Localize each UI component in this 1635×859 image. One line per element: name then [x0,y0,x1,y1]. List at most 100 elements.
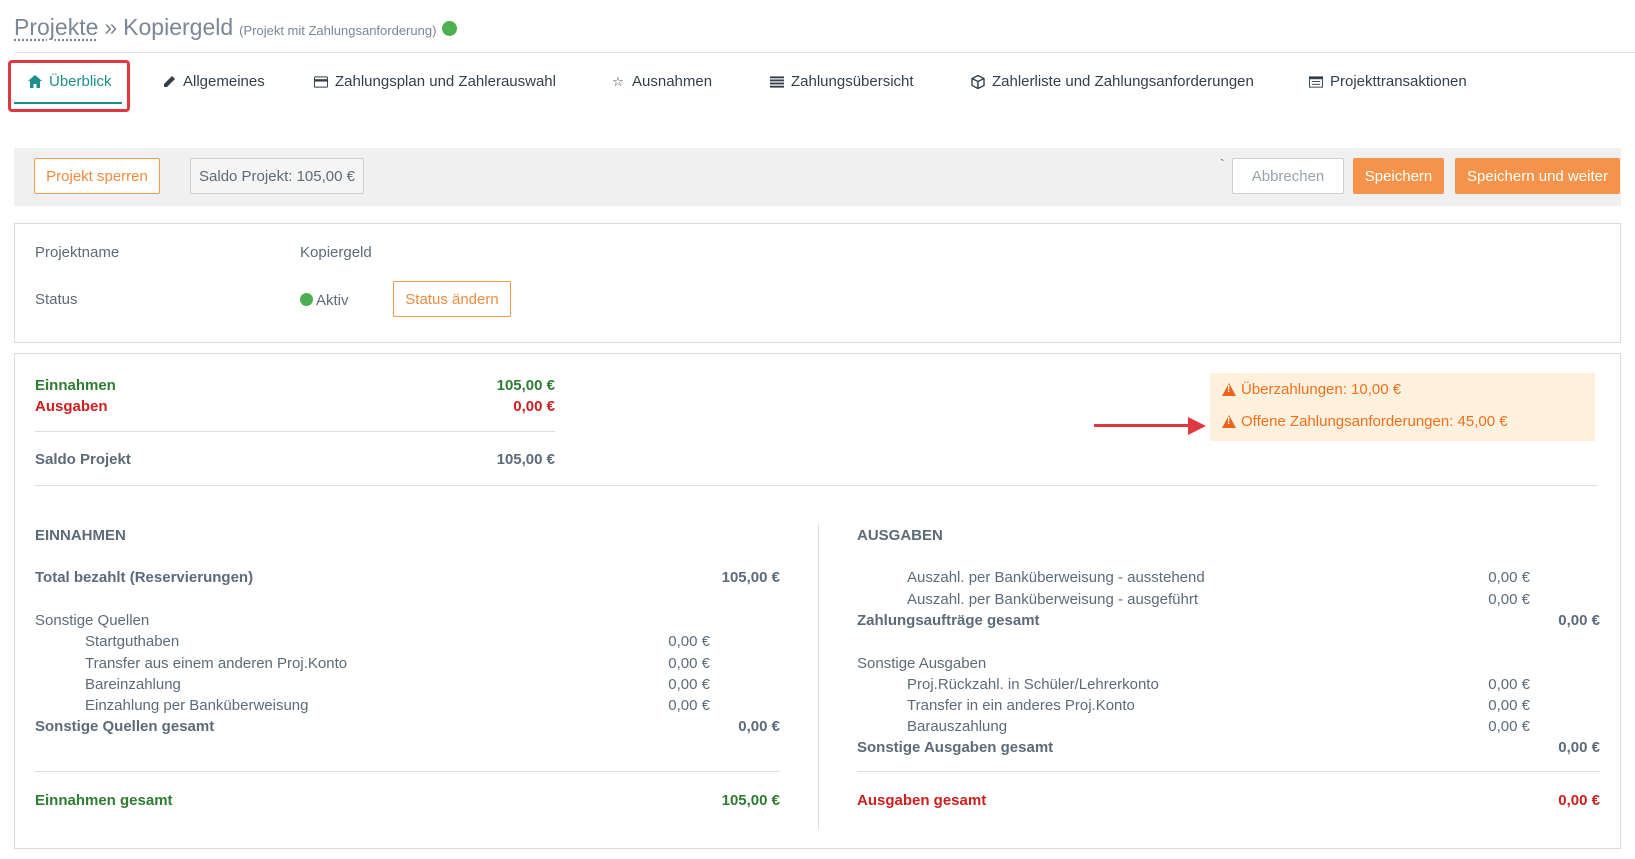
tab-payment-plan[interactable]: Zahlungsplan und Zahlerauswahl [314,73,556,90]
tab-overview-label: Überblick [49,73,112,90]
star-icon: ☆ [612,73,624,89]
change-status-button[interactable]: Status ändern [393,281,511,317]
tab-transactions-label: Projekttransaktionen [1330,73,1467,90]
column-divider [818,524,819,829]
pencil-icon [162,75,176,89]
open-requests-text: Offene Zahlungsanforderungen: 45,00 € [1241,413,1508,430]
stray-backtick: ` [1220,156,1225,172]
open-requests-warning: Offene Zahlungsanforderungen: 45,00 € [1222,413,1508,430]
warning-icon [1222,383,1236,396]
project-name-value: Kopiergeld [300,244,372,261]
section-divider [35,485,1597,486]
list-item: Transfer aus einem anderen Proj.Konto [85,655,348,672]
income-grand-total-label: Einnahmen gesamt [35,792,173,809]
project-type: (Projekt mit Zahlungsanforderung) [239,23,437,38]
breadcrumb: Projekte» Kopiergeld (Projekt mit Zahlungs… [14,14,458,41]
total-paid-label: Total bezahlt (Reservierungen) [35,569,254,586]
other-expenses-total-value: 0,00 € [1558,739,1600,756]
save-button[interactable]: Speichern [1353,158,1444,194]
list-item: Proj.Rückzahl. in Schüler/Lehrerkonto [907,676,1159,693]
status-label: Status [35,291,78,308]
list-item: Auszahl. per Banküberweisung - ausstehen… [907,569,1205,586]
warning-alert: Überzahlungen: 10,00 € Offene Zahlungsan… [1210,373,1595,441]
tab-payment-overview[interactable]: Zahlungsübersicht [770,73,914,90]
warning-icon [1222,415,1236,428]
table-icon [1309,75,1323,89]
tab-payer-list-label: Zahlerliste und Zahlungsanforderungen [992,73,1254,90]
tab-overview[interactable]: Überblick [28,73,112,90]
breadcrumb-separator: » [104,14,118,40]
list-icon [770,75,784,89]
balance-summary-value: 105,00 € [496,451,555,468]
expense-total-divider [857,771,1600,772]
list-item-value: 0,00 € [668,633,710,650]
other-expenses-total-label: Sonstige Ausgaben gesamt [857,739,1054,756]
tab-payment-overview-label: Zahlungsübersicht [791,73,914,90]
list-item-value: 0,00 € [1488,569,1530,586]
summary-divider [35,431,555,432]
page-title: Kopiergeld [123,14,234,40]
other-sources-total-label: Sonstige Quellen gesamt [35,718,215,735]
status-dot-icon [442,21,458,36]
list-item-value: 0,00 € [668,697,710,714]
list-item-value: 0,00 € [1488,676,1530,693]
home-icon [28,75,42,89]
list-item: Bareinzahlung [85,676,181,693]
payment-orders-total-value: 0,00 € [1558,612,1600,629]
list-item-value: 0,00 € [1488,591,1530,608]
tab-bar: Überblick Allgemeines Zahlungsplan und Z… [0,60,1635,110]
total-paid-value: 105,00 € [721,569,780,586]
other-expenses-label: Sonstige Ausgaben [857,655,987,672]
list-item-value: 0,00 € [668,655,710,672]
cancel-button[interactable]: Abbrechen [1232,158,1344,194]
active-tab-indicator [14,102,122,104]
expense-grand-total-label: Ausgaben gesamt [857,792,987,809]
tab-general-label: Allgemeines [183,73,265,90]
income-total-divider [35,771,780,772]
credit-card-icon [314,75,328,89]
other-sources-total-value: 0,00 € [738,718,780,735]
income-heading: EINNAHMEN [35,527,126,544]
tab-transactions[interactable]: Projekttransaktionen [1309,73,1467,90]
annotation-arrow-shaft [1094,424,1194,427]
active-status-icon [300,293,313,306]
breadcrumb-projects-link[interactable]: Projekte [14,14,99,40]
tab-exceptions[interactable]: ☆ Ausnahmen [611,73,712,90]
balance-badge: Saldo Projekt: 105,00 € [190,158,364,194]
project-info-panel: Projektname Kopiergeld Status Aktiv Stat… [14,223,1621,343]
lock-project-button[interactable]: Projekt sperren [34,158,160,194]
cube-icon [971,74,985,89]
payment-orders-total-label: Zahlungsaufträge gesamt [857,612,1040,629]
list-item-value: 0,00 € [668,676,710,693]
list-item: Auszahl. per Banküberweisung - ausgeführ… [907,591,1199,608]
list-item: Startguthaben [85,633,180,650]
list-item-value: 0,00 € [1488,718,1530,735]
income-summary-value: 105,00 € [496,377,555,394]
status-value-text: Aktiv [316,292,349,309]
expense-summary-value: 0,00 € [513,398,555,415]
other-sources-label: Sonstige Quellen [35,612,150,629]
list-item: Transfer in ein anderes Proj.Konto [907,697,1135,714]
expense-heading: AUSGABEN [857,527,943,544]
tab-payment-plan-label: Zahlungsplan und Zahlerauswahl [335,73,556,90]
list-item: Barauszahlung [907,718,1008,735]
project-name-label: Projektname [35,244,120,261]
tab-payer-list[interactable]: Zahlerliste und Zahlungsanforderungen [971,73,1254,90]
list-item: Einzahlung per Banküberweisung [85,697,309,714]
tab-exceptions-label: Ausnahmen [632,73,713,90]
income-grand-total-value: 105,00 € [721,792,780,809]
balance-summary-label: Saldo Projekt [35,451,131,468]
highlight-annotation [8,60,130,112]
status-value: Aktiv [300,292,349,309]
overpayments-warning: Überzahlungen: 10,00 € [1222,381,1401,398]
header-divider [14,52,1635,53]
expense-summary-label: Ausgaben [35,398,108,415]
overpayments-text: Überzahlungen: 10,00 € [1241,381,1402,398]
expense-grand-total-value: 0,00 € [1558,792,1600,809]
list-item-value: 0,00 € [1488,697,1530,714]
action-bar: Projekt sperren Saldo Projekt: 105,00 € … [14,148,1621,206]
annotation-arrow-icon [1188,417,1206,435]
save-continue-button[interactable]: Speichern und weiter [1455,158,1620,194]
income-summary-label: Einnahmen [35,377,116,394]
tab-general[interactable]: Allgemeines [162,73,265,90]
